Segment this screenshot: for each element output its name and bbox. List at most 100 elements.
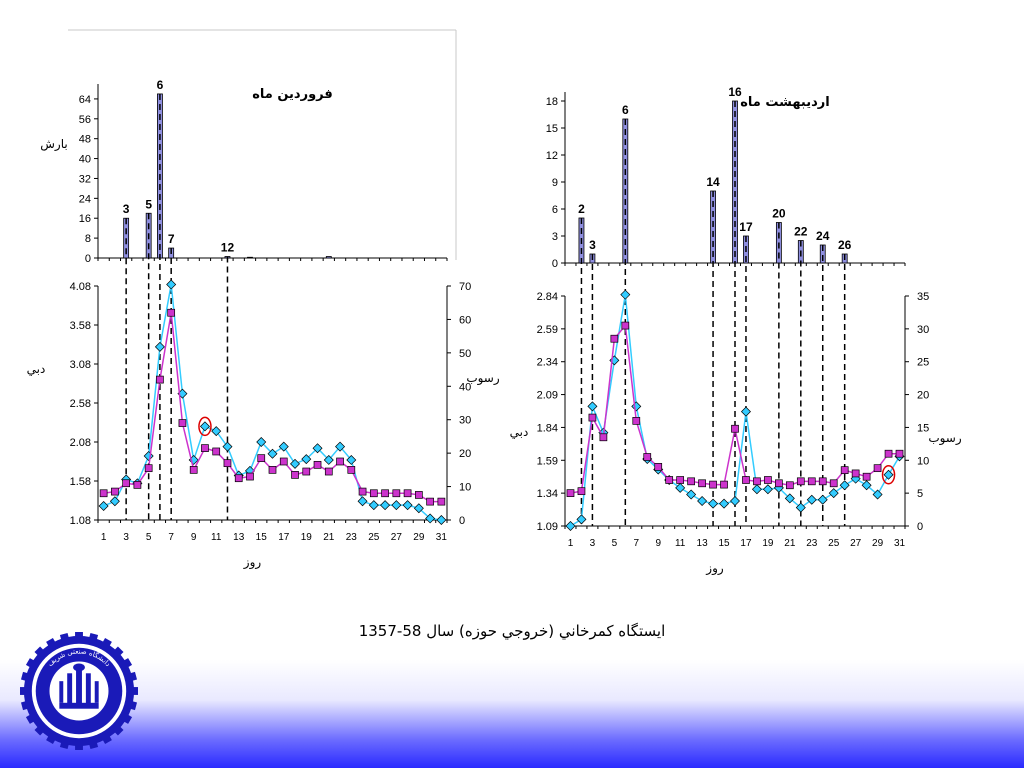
discharge-point-day-30 — [425, 513, 436, 524]
discharge-point-day-17 — [278, 441, 289, 452]
bar-y-tick-label: 0 — [85, 253, 91, 265]
discharge-point-day-5 — [143, 451, 154, 462]
line-y-tick-label: 3.58 — [70, 320, 91, 332]
discharge-point-day-27 — [391, 500, 402, 511]
sediment-point-day-18 — [291, 471, 299, 479]
line-x-tick-label: 7 — [168, 532, 174, 543]
discharge-point-day-3 — [587, 401, 598, 412]
gear-tooth — [119, 658, 133, 670]
line-x-tick-label: 27 — [850, 538, 862, 549]
sediment-point-day-25 — [829, 479, 838, 488]
sediment-point-day-3 — [122, 479, 130, 488]
discharge-point-day-1 — [565, 521, 576, 531]
line-x-tick-label: 7 — [634, 538, 640, 549]
discharge-point-day-22 — [335, 441, 346, 452]
bar-data-label: 20 — [772, 207, 786, 221]
line-x-tick-label: 13 — [697, 538, 709, 549]
sediment-point-day-22 — [336, 457, 344, 466]
sediment-point-day-24 — [818, 477, 827, 486]
sediment-point-day-11 — [212, 447, 221, 456]
sediment-point-day-30 — [884, 449, 893, 458]
discharge-point-day-21 — [323, 454, 334, 465]
discharge-point-day-29 — [413, 503, 424, 514]
line-x-tick-label: 1 — [568, 538, 574, 549]
discharge-point-day-16 — [730, 496, 740, 507]
line-x-tick-label: 19 — [762, 538, 774, 549]
gear-tooth — [75, 632, 83, 642]
line-x-tick-label: 19 — [301, 532, 313, 543]
gear-tooth — [75, 740, 83, 750]
line-x-tick-label: 17 — [278, 532, 290, 543]
line-y2-tick-label: 25 — [917, 357, 929, 369]
gear-tooth — [59, 632, 71, 645]
line-y-tick-label: 1.08 — [70, 515, 91, 527]
sediment-point-day-18 — [753, 477, 761, 486]
bar-chart-title: ارديبهشت ماه — [740, 95, 830, 110]
line-y-tick-label: 2.84 — [537, 291, 558, 303]
bar-y-tick-label: 24 — [79, 193, 91, 205]
sediment-point-day-23 — [807, 477, 816, 486]
line-x-tick-label: 3 — [590, 538, 596, 549]
gear-tooth — [20, 687, 30, 695]
line-y-tick-label: 1.09 — [537, 521, 558, 533]
line-x-tick-label: 9 — [655, 538, 661, 549]
bar-day-21 — [325, 256, 332, 259]
sediment-point-day-10 — [665, 476, 674, 484]
discharge-point-day-25 — [368, 500, 379, 511]
bar-data-label: 3 — [589, 238, 596, 252]
gear-tooth — [125, 671, 138, 683]
gear-tooth — [46, 637, 58, 651]
line-y-tick-label: 1.58 — [70, 476, 91, 488]
sediment-point-day-20 — [775, 479, 783, 488]
line-y2-tick-label: 15 — [917, 422, 929, 434]
discharge-point-day-30 — [883, 469, 894, 480]
gear-tooth — [128, 687, 138, 695]
sediment-point-day-9 — [189, 466, 198, 474]
line-x-tick-label: 3 — [123, 532, 129, 543]
discharge-point-day-19 — [762, 484, 773, 495]
line-x-tick-label: 5 — [612, 538, 618, 549]
line-y2-tick-label: 20 — [459, 448, 471, 460]
line-y-tick-label: 1.84 — [537, 422, 558, 434]
gear-tooth — [20, 699, 33, 711]
discharge-point-day-14 — [708, 498, 719, 509]
discharge-point-day-29 — [872, 489, 883, 500]
sediment-point-day-28 — [403, 489, 412, 498]
sediment-point-day-25 — [369, 489, 378, 498]
sediment-point-day-14 — [709, 480, 717, 489]
line-y2-tick-label: 50 — [459, 348, 471, 360]
gear-tooth — [59, 737, 71, 750]
sediment-point-day-21 — [785, 481, 794, 490]
bar-data-label: 7 — [168, 232, 175, 246]
bar-data-label: 2 — [578, 202, 585, 216]
sediment-point-day-22 — [796, 477, 805, 486]
sediment-point-day-28 — [862, 472, 871, 481]
university-logo-icon: دانشگاه صنعتی شریف — [20, 632, 138, 750]
bar-y-tick-label: 64 — [79, 94, 91, 106]
sediment-point-day-8 — [643, 453, 652, 461]
line-x-tick-label: 25 — [828, 538, 840, 549]
discharge-point-day-16 — [267, 448, 278, 459]
line-y2-tick-label: 30 — [917, 324, 929, 336]
discharge-point-day-28 — [861, 480, 872, 491]
highlight-circle — [198, 416, 212, 437]
gear-tooth — [20, 671, 33, 683]
sediment-point-day-27 — [851, 469, 860, 478]
bar-y-axis-label: بارش — [40, 137, 67, 152]
line-y2-tick-label: 10 — [917, 455, 929, 467]
sediment-point-day-7 — [632, 417, 641, 425]
sediment-point-day-2 — [577, 487, 586, 496]
discharge-point-day-31 — [436, 515, 447, 525]
gear-tooth — [119, 712, 133, 724]
sediment-point-day-6 — [621, 321, 630, 330]
sediment-point-day-4 — [599, 433, 608, 442]
sediment-point-day-14 — [246, 472, 254, 481]
discharge-point-day-12 — [222, 441, 233, 452]
sediment-point-day-30 — [426, 497, 434, 506]
line-y-axis-label: دبي — [510, 425, 529, 439]
line-x-tick-label: 31 — [436, 532, 448, 543]
sediment-point-day-13 — [234, 474, 243, 483]
bar-y-tick-label: 3 — [552, 231, 558, 243]
